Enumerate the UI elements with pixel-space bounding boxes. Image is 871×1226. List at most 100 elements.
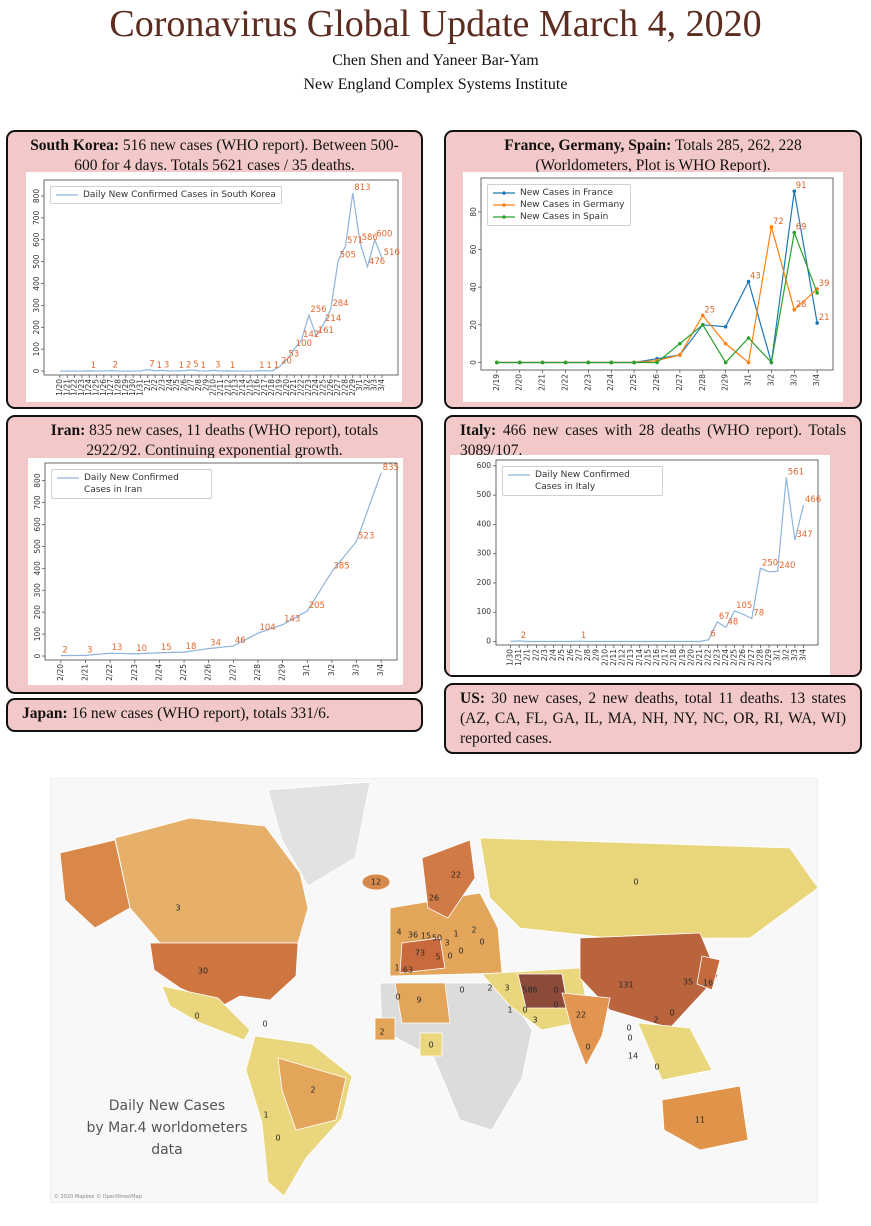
series-line bbox=[496, 226, 818, 364]
panel-body: 466 new cases with 28 deaths (WHO report… bbox=[460, 422, 847, 459]
panel-text: US: 30 new cases, 2 new deaths, total 11… bbox=[446, 685, 860, 749]
data-label: 523 bbox=[358, 531, 374, 541]
x-tick-label: 2/19 bbox=[275, 379, 284, 396]
x-tick-label: 2/22 bbox=[704, 649, 713, 666]
map-label: 73 bbox=[415, 949, 425, 958]
x-tick-label: 2/3 bbox=[157, 379, 166, 391]
map-caption: by Mar.4 worldometers bbox=[86, 1120, 247, 1136]
x-tick-label: 2/23 bbox=[130, 664, 139, 681]
x-tick-label: 1/29 bbox=[121, 379, 130, 396]
data-label: 53 bbox=[288, 349, 299, 359]
data-label: 2 bbox=[186, 361, 191, 371]
map-caption: data bbox=[151, 1142, 183, 1158]
legend-swatch bbox=[493, 203, 515, 207]
data-label: 347 bbox=[796, 530, 812, 540]
panel-text: Iran: 835 new cases, 11 deaths (WHO repo… bbox=[8, 417, 421, 461]
y-tick-label: 500 bbox=[33, 539, 42, 554]
y-tick-label: 0 bbox=[32, 368, 41, 373]
x-tick-label: 2/25 bbox=[318, 379, 327, 396]
map-credit: © 2020 Mapbox © OpenStreetMap bbox=[54, 1193, 142, 1200]
legend-swatch bbox=[508, 474, 530, 476]
data-label: 205 bbox=[309, 601, 325, 611]
map-label: 3 bbox=[504, 984, 509, 993]
point bbox=[517, 360, 522, 365]
map-label: 2 bbox=[471, 926, 476, 935]
data-label: 5 bbox=[193, 360, 198, 370]
chart-svg: 0 20 40 60 80 2/19 2/20 2/21 2/22 2/23 2/24 2/25 2/2… bbox=[469, 177, 834, 391]
data-label: 284 bbox=[332, 299, 348, 309]
point bbox=[769, 360, 774, 365]
map: Daily New Cases by Mar.4 worldometers da… bbox=[50, 778, 818, 1203]
map-label: 0 bbox=[458, 947, 463, 956]
data-label: 214 bbox=[325, 314, 341, 324]
x-tick-label: 2/22 bbox=[297, 379, 306, 396]
panel-heading: Japan: bbox=[22, 705, 68, 722]
legend-swatch bbox=[57, 477, 79, 479]
region bbox=[277, 1057, 347, 1131]
y-tick-label: 200 bbox=[32, 320, 41, 335]
y-tick-label: 400 bbox=[32, 276, 41, 291]
point bbox=[678, 341, 682, 346]
map-label: 1 bbox=[453, 930, 458, 939]
x-tick-label: 2/20 bbox=[515, 374, 524, 391]
data-label: 240 bbox=[779, 561, 795, 571]
data-label: 3 bbox=[215, 360, 220, 370]
map-label: 0 bbox=[633, 878, 638, 887]
x-tick-label: 2/9 bbox=[592, 649, 601, 661]
data-label: 505 bbox=[340, 251, 356, 261]
x-tick-label: 3/1 bbox=[744, 374, 753, 386]
map-label: 4 bbox=[396, 928, 401, 937]
data-label: 1 bbox=[581, 631, 586, 641]
data-label: 256 bbox=[310, 305, 326, 315]
data-label: 34 bbox=[210, 639, 221, 649]
x-tick-label: 2/26 bbox=[738, 649, 747, 666]
x-tick-label: 1/24 bbox=[84, 379, 93, 396]
data-label: 561 bbox=[788, 467, 804, 477]
point bbox=[563, 360, 568, 365]
map-label: 5 bbox=[435, 953, 440, 962]
series-line bbox=[510, 477, 805, 643]
data-label: 250 bbox=[762, 558, 778, 568]
y-tick-label: 200 bbox=[33, 605, 42, 620]
x-tick-label: 2/24 bbox=[154, 664, 163, 681]
map-label: 15 bbox=[421, 932, 431, 941]
panel: US: 30 new cases, 2 new deaths, total 11… bbox=[444, 683, 862, 754]
x-tick-label: 1/21 bbox=[62, 379, 71, 396]
map-regions bbox=[59, 781, 818, 1197]
series-line bbox=[59, 193, 383, 372]
x-tick-label: 3/3 bbox=[370, 379, 379, 391]
x-tick-label: 2/25 bbox=[730, 649, 739, 666]
map-label: 1 bbox=[263, 1111, 268, 1120]
map-label: 0 bbox=[585, 1043, 590, 1052]
y-tick-label: 300 bbox=[33, 583, 42, 598]
x-tick-label: 2/29 bbox=[278, 664, 287, 681]
data-label: 476 bbox=[369, 257, 385, 267]
region bbox=[114, 817, 309, 944]
x-tick-label: 2/23 bbox=[712, 649, 721, 666]
panel-body: 516 new cases (WHO report). Between 500-… bbox=[74, 137, 399, 174]
data-label: 1 bbox=[266, 361, 271, 371]
x-tick-label: 2/9 bbox=[201, 379, 210, 391]
chart: 0 100 200 300 400 500 600 700 800 2/20 2/21 2/22 2/2… bbox=[28, 458, 403, 685]
map-label: 3 bbox=[175, 904, 180, 913]
legend-label: Daily New Confirmed Cases in South Korea bbox=[83, 190, 276, 200]
legend-swatch bbox=[56, 194, 78, 196]
map-label: 35 bbox=[683, 978, 693, 987]
data-label: 1 bbox=[230, 361, 235, 371]
point bbox=[586, 360, 591, 365]
point bbox=[792, 230, 797, 235]
x-tick-label: 2/21 bbox=[289, 379, 298, 396]
panel-heading: South Korea: bbox=[30, 137, 120, 154]
region bbox=[479, 837, 818, 939]
legend-item: New Cases in France bbox=[493, 187, 625, 199]
x-tick-label: 2/27 bbox=[333, 379, 342, 396]
data-label: 100 bbox=[296, 339, 312, 349]
map-label: 0 bbox=[553, 1001, 558, 1010]
x-tick-label: 2/28 bbox=[755, 649, 764, 666]
map-label: 0 bbox=[553, 986, 558, 995]
data-label: 466 bbox=[805, 495, 821, 505]
x-tick-label: 2/18 bbox=[267, 379, 276, 396]
map-label: 0 bbox=[447, 952, 452, 961]
x-tick-label: 2/8 bbox=[194, 379, 203, 391]
